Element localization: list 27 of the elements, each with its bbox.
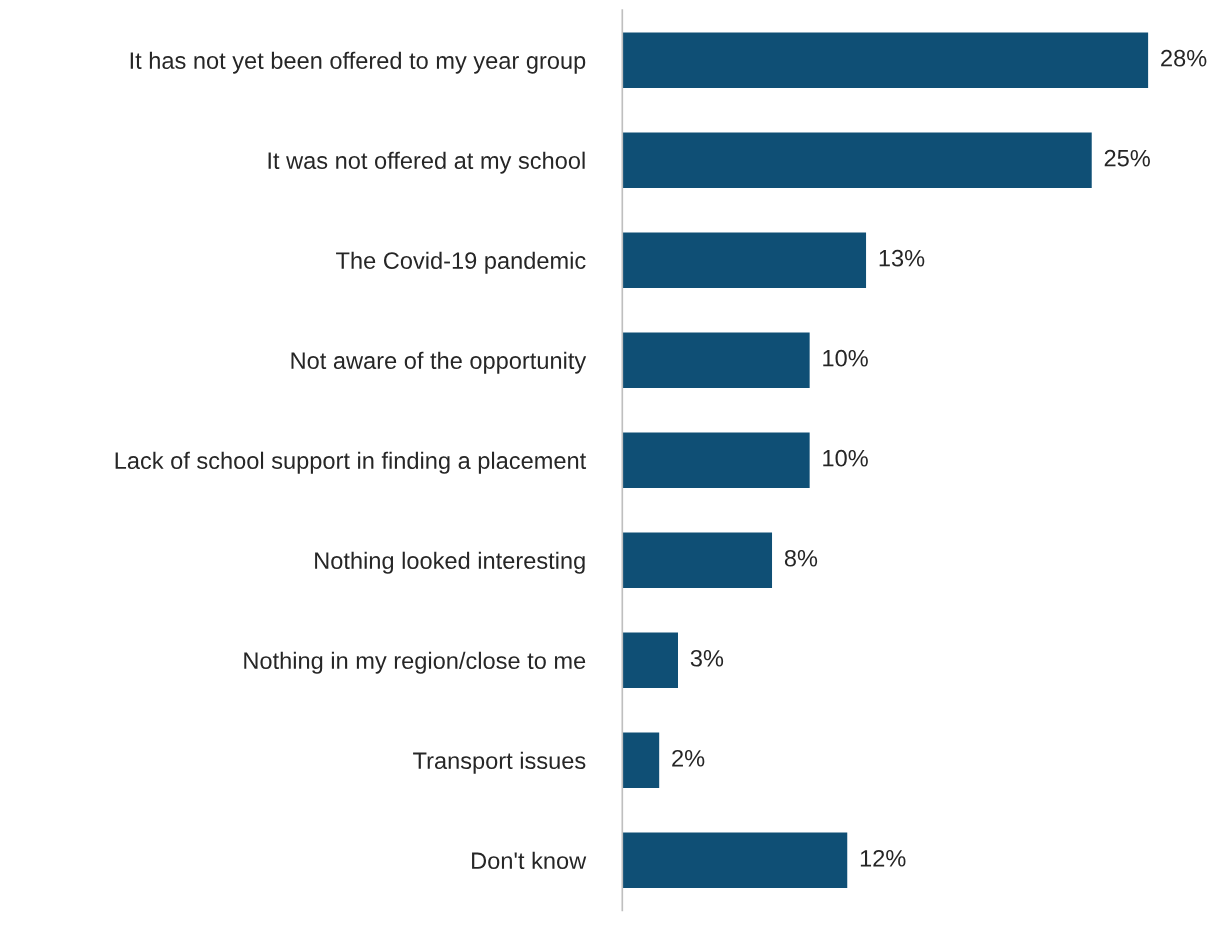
y-tick-label: Nothing looked interesting — [315, 551, 585, 574]
y-tick-label: It was not offered at my school — [268, 151, 585, 174]
data-label: 8% — [784, 549, 818, 567]
data-label: 13% — [879, 249, 925, 267]
bar — [622, 31, 1150, 90]
bar — [622, 531, 774, 590]
bar — [622, 731, 661, 790]
y-tick-label: Nothing in my region/close to me — [244, 651, 586, 674]
y-tick-label: Transport issues — [413, 751, 586, 774]
data-label: 10% — [823, 449, 868, 467]
y-tick-label: Don't know — [472, 851, 587, 870]
bar — [622, 431, 812, 490]
data-label: 12% — [860, 849, 906, 867]
bar — [622, 831, 849, 890]
bar — [622, 231, 868, 290]
y-tick-label: The Covid-19 pandemic — [336, 251, 586, 274]
bar — [622, 131, 1094, 190]
data-label: 25% — [1104, 149, 1150, 167]
y-tick-label: It has not yet been offered to my year group — [130, 51, 586, 74]
data-label: 10% — [823, 349, 868, 367]
y-tick-label: Not aware of the opportunity — [291, 351, 587, 374]
bar — [622, 331, 812, 390]
y-tick-label: Lack of school support in finding a placement — [115, 451, 587, 474]
data-label: 28% — [1161, 49, 1207, 67]
bar — [622, 631, 680, 690]
data-label: 2% — [672, 749, 705, 767]
data-label: 3% — [690, 649, 724, 667]
